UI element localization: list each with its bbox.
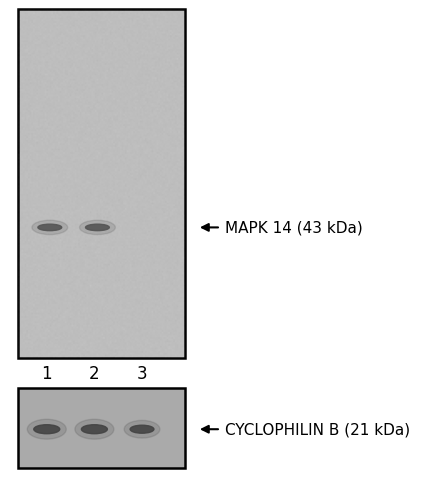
Ellipse shape [81,425,107,434]
Ellipse shape [130,425,154,433]
Text: 3: 3 [137,365,147,383]
Ellipse shape [80,221,115,235]
Text: 2: 2 [89,365,100,383]
Text: 1: 1 [42,365,52,383]
Bar [18,388,185,468]
Bar [18,10,185,358]
Text: CYCLOPHILIN B (21 kDa): CYCLOPHILIN B (21 kDa) [225,422,410,437]
Ellipse shape [38,224,61,231]
Ellipse shape [27,419,66,439]
Ellipse shape [124,420,160,438]
Ellipse shape [75,419,114,439]
Ellipse shape [34,425,60,434]
Ellipse shape [32,221,68,235]
Ellipse shape [85,224,109,231]
Text: MAPK 14 (43 kDa): MAPK 14 (43 kDa) [225,220,363,235]
